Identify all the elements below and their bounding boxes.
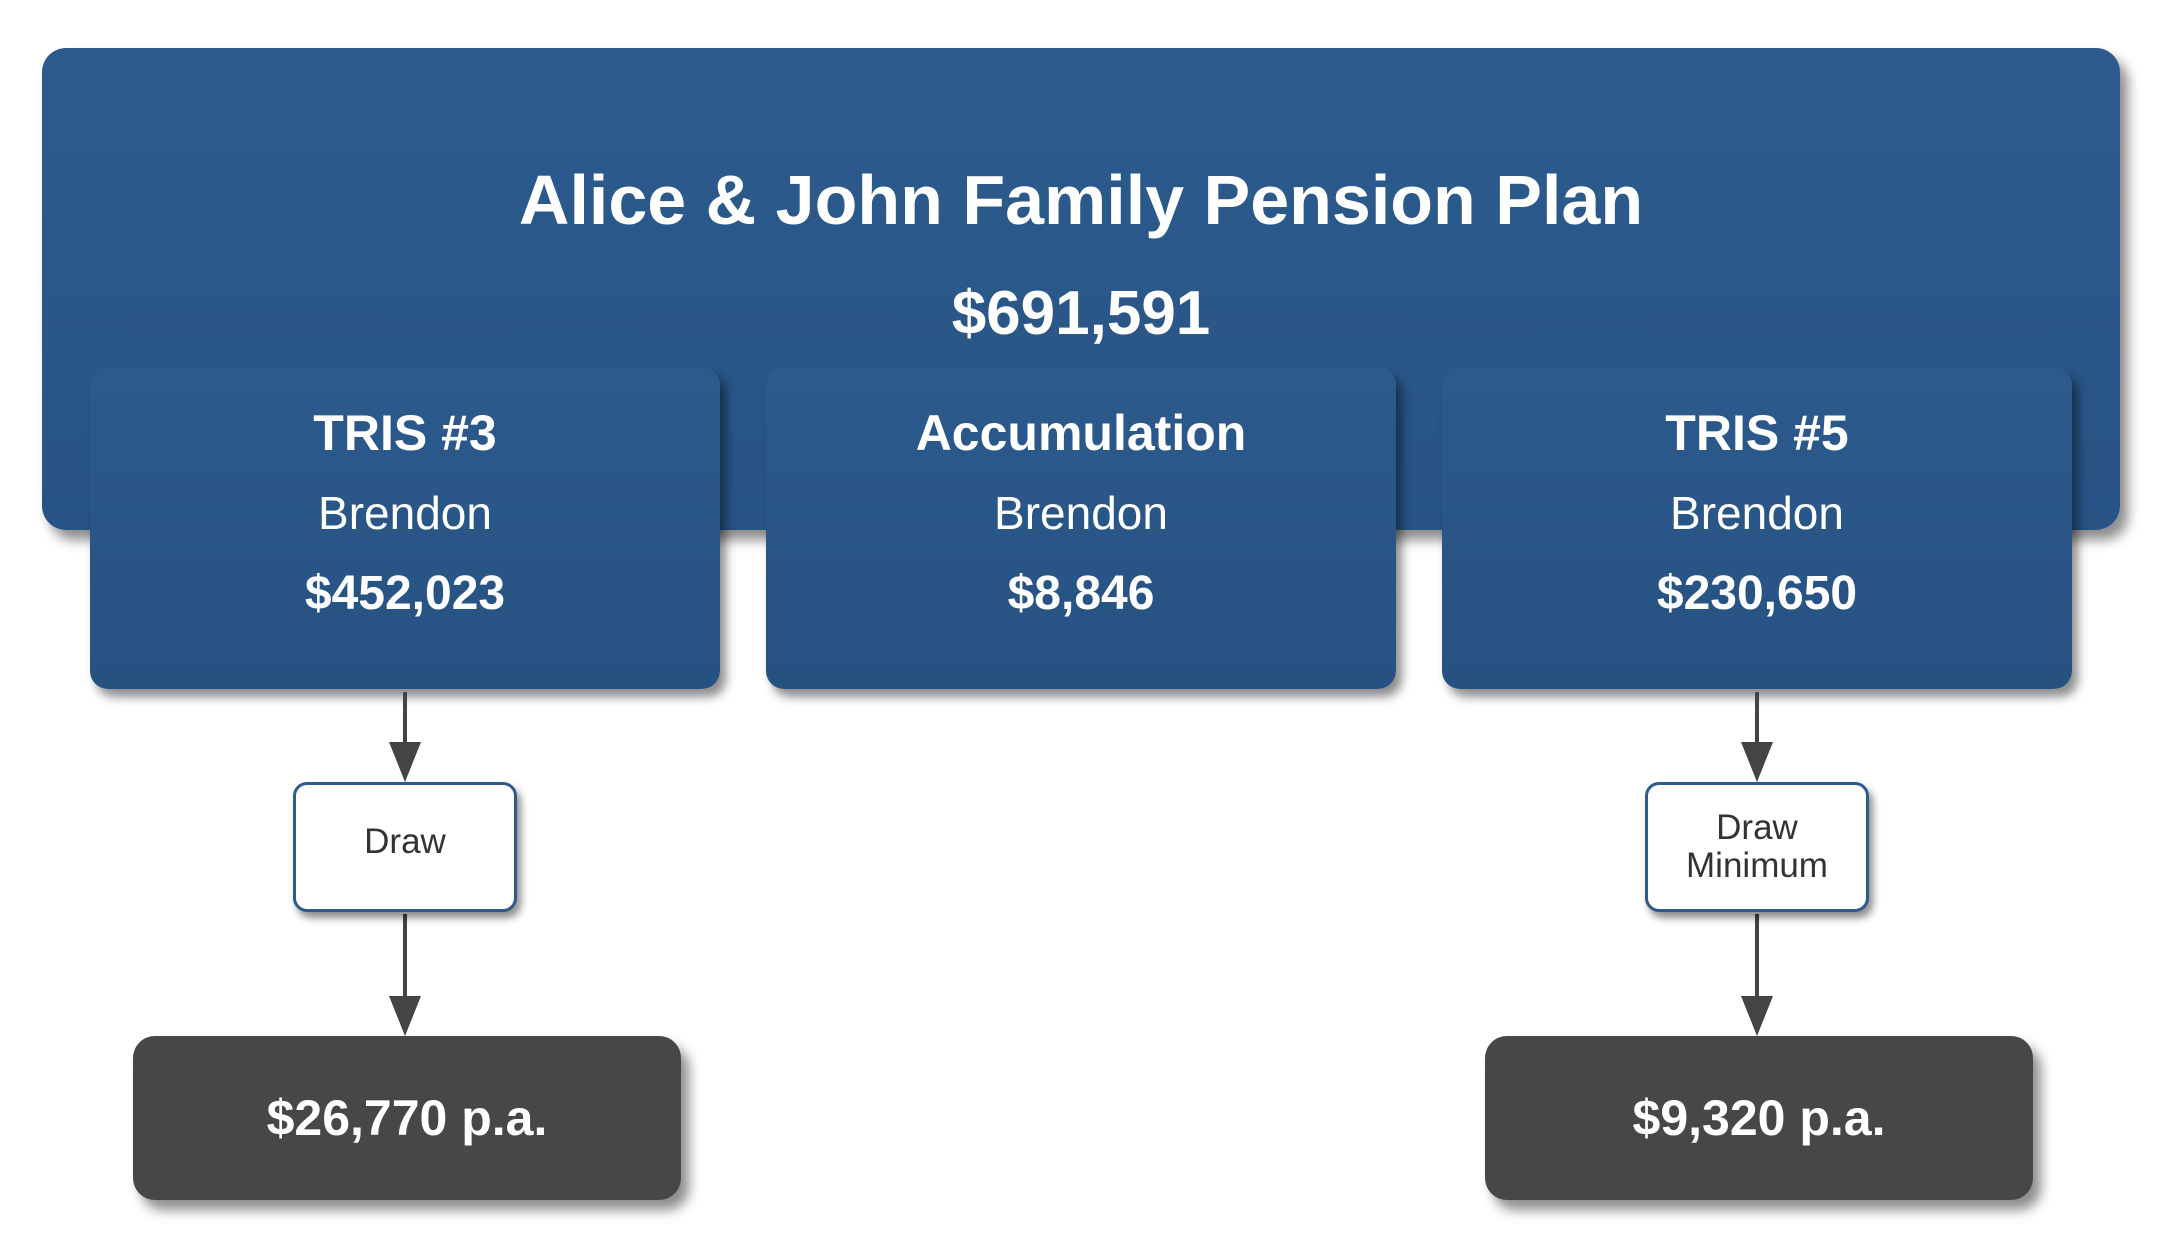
arrowhead-tris3-to-draw — [389, 742, 421, 782]
draw-minimum-box: Draw Minimum — [1645, 782, 1869, 912]
account-balance: $230,650 — [1656, 567, 1858, 620]
draw-label: Draw — [364, 822, 446, 861]
account-box-tris-3: TRIS #3 Brendon $452,023 — [90, 367, 720, 689]
payout-amount: $9,320 p.a. — [1632, 1090, 1886, 1146]
plan-total: $691,591 — [951, 279, 1211, 348]
draw-label-minimum: Minimum — [1686, 846, 1828, 885]
account-name: TRIS #5 — [1665, 405, 1849, 461]
arrowhead-draw-minimum-to-payout — [1741, 996, 1773, 1036]
payout-box-left: $26,770 p.a. — [133, 1036, 681, 1200]
account-balance: $452,023 — [304, 567, 506, 620]
payout-box-right: $9,320 p.a. — [1485, 1036, 2033, 1200]
account-box-tris-5: TRIS #5 Brendon $230,650 — [1442, 367, 2072, 689]
arrowhead-draw-to-payout — [389, 996, 421, 1036]
draw-label: Draw — [1716, 808, 1798, 847]
account-owner: Brendon — [318, 487, 492, 539]
account-box-accumulation: Accumulation Brendon $8,846 — [766, 367, 1396, 689]
account-name: Accumulation — [915, 405, 1247, 461]
account-owner: Brendon — [994, 487, 1168, 539]
account-owner: Brendon — [1670, 487, 1844, 539]
account-name: TRIS #3 — [313, 405, 497, 461]
draw-box: Draw — [293, 782, 517, 912]
arrowhead-tris5-to-draw-minimum — [1741, 742, 1773, 782]
plan-title: Alice & John Family Pension Plan — [518, 161, 1644, 239]
payout-amount: $26,770 p.a. — [266, 1090, 548, 1146]
account-balance: $8,846 — [1007, 567, 1155, 620]
